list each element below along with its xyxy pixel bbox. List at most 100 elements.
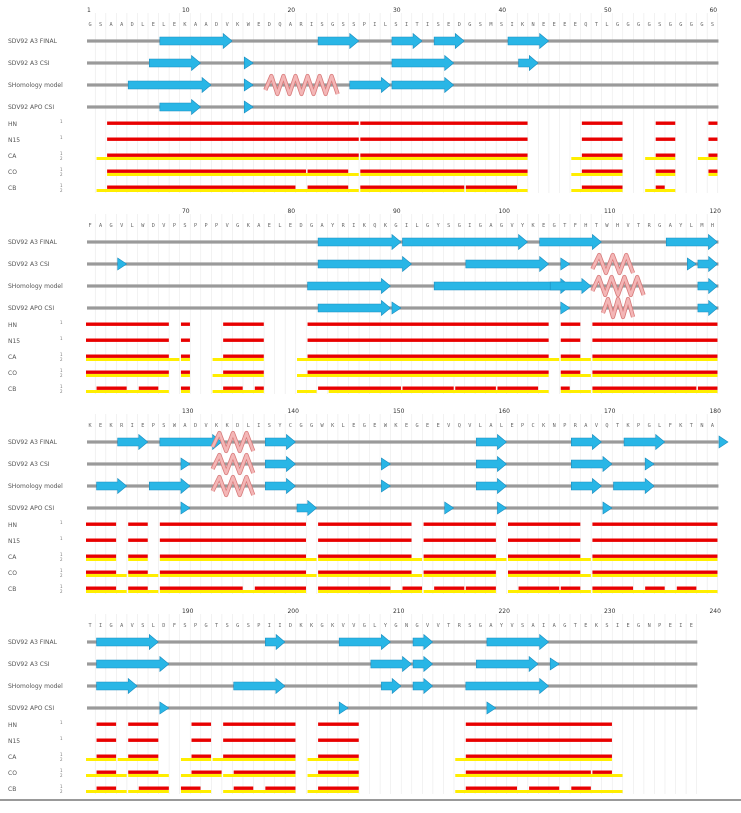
sequence-residue: L: [479, 423, 482, 429]
sequence-residue: E: [669, 623, 672, 629]
sequence-residue: G: [500, 223, 503, 229]
sequence-residue: R: [574, 423, 578, 429]
nmr-bar-primary: [423, 570, 496, 574]
strand-arrow: [317, 233, 402, 251]
strand-arrow: [507, 32, 550, 50]
sequence-residue: S: [141, 623, 144, 629]
sequence-residue: E: [542, 22, 545, 28]
sequence-residue: G: [110, 223, 113, 229]
sequence-residue: P: [194, 223, 197, 229]
strand-arrow: [613, 477, 655, 495]
sequence-residue: Y: [331, 223, 335, 229]
sequence-residue: A: [120, 623, 124, 629]
nmr-bar-primary: [318, 722, 359, 726]
nmr-bar-primary: [128, 586, 148, 590]
sequence-residue: Q: [458, 423, 461, 429]
nmr-row-label: HN: [8, 322, 17, 329]
nmr-bar-secondary: [86, 758, 117, 761]
row-index: 1: [60, 520, 63, 525]
sequence-residue: F: [574, 223, 577, 229]
nmr-row-label: HN: [8, 522, 17, 529]
nmr-bar-primary: [96, 386, 127, 390]
sequence-residue: T: [563, 223, 566, 229]
track-label: SHomology model: [8, 683, 63, 690]
sequence-residue: D: [194, 423, 197, 429]
sequence-residue: V: [510, 623, 513, 629]
strand-arrow: [412, 655, 434, 673]
sequence-residue: G: [204, 623, 207, 629]
sequence-residue: I: [468, 223, 471, 229]
residue-number: 240: [709, 608, 721, 615]
sequence-residue: Q: [278, 22, 281, 28]
nmr-bar-primary: [592, 370, 718, 374]
strand-arrow: [697, 277, 718, 295]
nmr-bar-primary: [159, 570, 306, 574]
nmr-bar-primary: [423, 554, 496, 558]
sequence-residue: A: [183, 423, 187, 429]
sequence-residue: E: [152, 22, 155, 28]
nmr-bar-secondary: [180, 790, 212, 793]
nmr-bar-secondary: [180, 774, 222, 777]
strand-arrow: [497, 501, 507, 515]
strand-arrow: [412, 677, 434, 695]
nmr-bar-secondary: [560, 358, 591, 361]
nmr-bar-primary: [465, 586, 496, 590]
sequence-residue: T: [447, 623, 450, 629]
nmr-bar-primary: [318, 570, 412, 574]
nmr-bar-primary: [86, 354, 169, 358]
sequence-residue: K: [331, 423, 335, 429]
sequence-residue: E: [99, 423, 102, 429]
nmr-bar-secondary: [592, 558, 718, 561]
sequence-residue: G: [669, 22, 672, 28]
nmr-bar-secondary: [107, 173, 359, 176]
nmr-bar-secondary: [159, 558, 317, 561]
nmr-row-label: CA: [8, 153, 17, 160]
sequence-residue: V: [426, 623, 429, 629]
nmr-bar-primary: [138, 786, 169, 790]
helix-coil: [211, 431, 255, 453]
sequence-residue: A: [321, 223, 325, 229]
nmr-bar-primary: [360, 185, 465, 189]
sequence-residue: G: [690, 22, 693, 28]
nmr-bar-primary: [465, 722, 612, 726]
nmr-bar-secondary: [423, 558, 507, 561]
nmr-bar-primary: [307, 354, 549, 358]
sequence-residue: K: [363, 223, 367, 229]
row-index: 1: [60, 568, 63, 573]
sequence-residue: L: [373, 623, 376, 629]
sequence-residue: N: [700, 423, 703, 429]
sequence-residue: E: [690, 623, 693, 629]
nmr-bar-primary: [159, 554, 306, 558]
nmr-bar-primary: [265, 786, 296, 790]
row-index: 1: [60, 183, 63, 188]
residue-number: 120: [709, 208, 721, 215]
sequence-residue: N: [405, 623, 408, 629]
sequence-residue: E: [405, 423, 408, 429]
nmr-bar-primary: [508, 522, 581, 526]
nmr-bar-primary: [318, 386, 401, 390]
nmr-bar-primary: [708, 153, 718, 157]
sequence-residue: G: [236, 223, 239, 229]
sequence-residue: I: [510, 22, 513, 28]
backbone-line: [87, 306, 719, 310]
nmr-bar-primary: [560, 370, 581, 374]
strand-arrow: [391, 76, 455, 94]
sequence-residue: T: [88, 623, 91, 629]
track-label: SDV92 APO CSI: [8, 104, 54, 111]
sequence-residue: V: [447, 423, 450, 429]
strand-arrow: [486, 633, 550, 651]
nmr-bar-primary: [86, 522, 117, 526]
sequence-residue: A: [489, 623, 493, 629]
residue-number: 100: [498, 208, 510, 215]
track-label: SHomology model: [8, 82, 63, 89]
sequence-residue: A: [120, 22, 124, 28]
nmr-bar-primary: [708, 137, 718, 141]
nmr-bar-secondary: [318, 558, 423, 561]
sequence-residue: L: [342, 423, 345, 429]
sequence-residue: V: [510, 223, 513, 229]
strand-arrow: [338, 701, 349, 715]
strand-arrow: [697, 255, 718, 273]
sequence-residue: G: [563, 623, 566, 629]
sequence-residue: K: [299, 623, 303, 629]
strand-arrow: [560, 301, 571, 315]
